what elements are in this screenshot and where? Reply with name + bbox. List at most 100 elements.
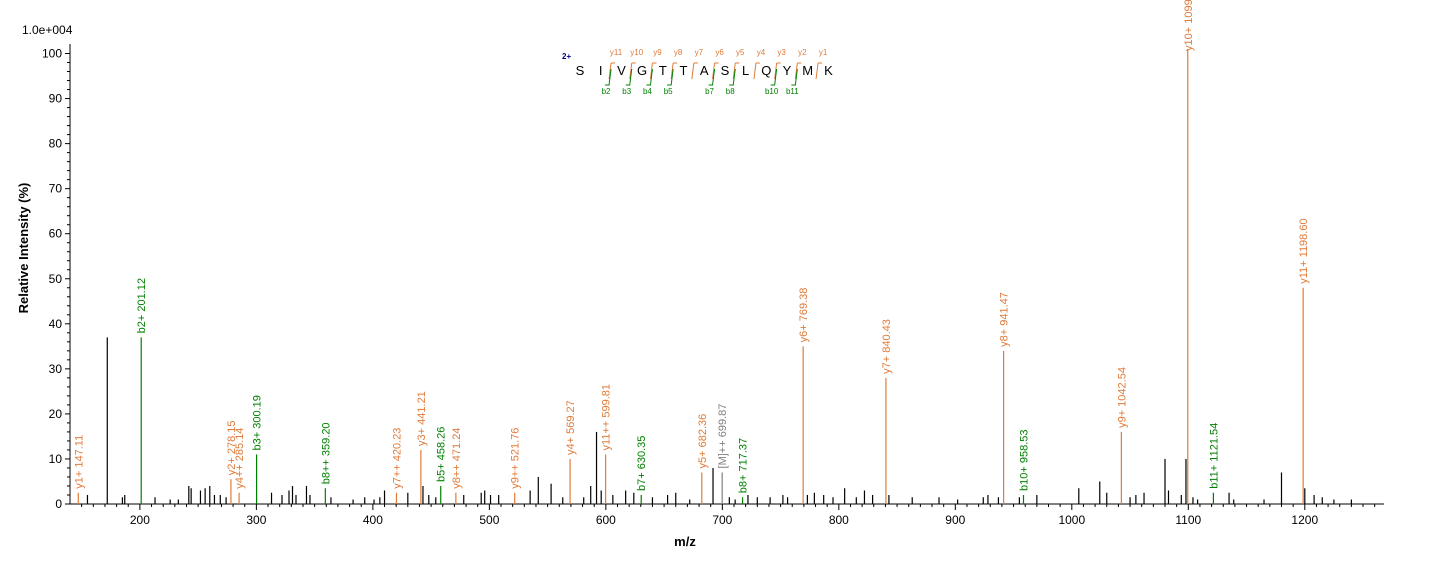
y-ion-label: y5 — [736, 48, 745, 57]
peak-label: b7+ 630.35 — [636, 436, 648, 491]
sequence-residue: Q — [761, 63, 771, 78]
peak-label: b11+ 1121.54 — [1208, 423, 1220, 489]
y-ion-label: y11 — [610, 48, 623, 57]
sequence-residue: T — [680, 63, 688, 78]
b-ion-label: b3 — [622, 87, 631, 96]
y-ion-label: y1 — [819, 48, 828, 57]
peak-label: y11++ 599.81 — [601, 384, 613, 450]
x-tick-label: 600 — [596, 513, 616, 527]
x-tick-label: 700 — [712, 513, 732, 527]
peak-label: y6+ 769.38 — [798, 288, 810, 343]
b-ion-label: b11 — [786, 87, 799, 96]
y-tick-label: 90 — [49, 92, 63, 106]
peak-label: y4++ 285.14 — [234, 428, 246, 489]
x-tick-label: 1200 — [1291, 513, 1318, 527]
peak-label: y8++ 471.24 — [451, 428, 463, 489]
b-ion-bracket — [646, 68, 653, 86]
peak-label: y5+ 682.36 — [697, 414, 709, 469]
x-tick-label: 400 — [363, 513, 383, 527]
peak-label: b8++ 359.20 — [320, 422, 332, 484]
spectrum-peaks — [77, 49, 1352, 504]
peak-label: b2+ 201.12 — [136, 278, 148, 333]
y-ion-label: y6 — [715, 48, 724, 57]
b-ion-bracket — [729, 68, 736, 86]
y-tick-label: 60 — [49, 227, 63, 241]
y-ion-bracket — [732, 62, 740, 80]
y-tick-label: 40 — [49, 317, 63, 331]
sequence-residue: M — [802, 63, 813, 78]
sequence-residue: S — [576, 63, 585, 78]
y-ion-bracket — [670, 62, 678, 80]
y-ion-label: y8 — [674, 48, 683, 57]
y-ion-label: y2 — [798, 48, 807, 57]
b-ion-label: b5 — [664, 87, 673, 96]
peak-label: b5+ 458.26 — [436, 427, 448, 482]
peak-label: b10+ 958.53 — [1019, 430, 1031, 491]
y-ion-bracket — [712, 62, 719, 80]
y-tick-label: 80 — [49, 137, 63, 151]
b-ion-bracket — [605, 68, 612, 86]
y-ion-bracket — [649, 62, 657, 80]
x-tick-label: 300 — [246, 513, 266, 527]
x-tick-label: 1100 — [1175, 513, 1201, 527]
x-tick-label: 800 — [829, 513, 849, 527]
peak-label: y4+ 569.27 — [565, 400, 577, 455]
axis-ticks: 0 10 20 30 40 50 60 70 80 90 100 200 300 400 500 600 700… — [42, 47, 1376, 527]
sequence-residue: A — [700, 63, 709, 78]
peak-label: [M]++ 699.87 — [717, 404, 729, 469]
y-tick-label: 0 — [55, 497, 62, 511]
y-ion-label: y7 — [695, 48, 704, 57]
b-ion-label: b4 — [643, 87, 652, 96]
peak-label: y11+ 1198.60 — [1298, 218, 1310, 283]
y-ion-label: y4 — [757, 48, 766, 57]
b-ion-bracket — [625, 68, 633, 86]
sequence-residue: S — [721, 63, 730, 78]
y-ion-bracket — [629, 62, 636, 80]
peak-label: y2+ 278.15 — [226, 420, 238, 475]
y-ion-label: y3 — [777, 48, 786, 57]
y-ion-label: y9 — [653, 48, 662, 57]
charge-state-label: 2+ — [562, 52, 571, 61]
y-ion-bracket — [753, 62, 760, 80]
b-ion-label: b8 — [726, 87, 735, 96]
x-tick-label: 900 — [945, 513, 965, 527]
peak-label: y1+ 147.11 — [73, 435, 85, 489]
b-ion-label: b2 — [602, 87, 611, 96]
sequence-residue: V — [617, 63, 626, 78]
peak-label: y7++ 420.23 — [391, 428, 403, 489]
sequence-residue: K — [824, 63, 833, 78]
b-ion-label: b10 — [765, 87, 779, 96]
x-axis-title: m/z — [674, 534, 696, 549]
sequence-residue: G — [637, 63, 647, 78]
peak-label: y10+ 1099.54 — [1183, 0, 1195, 51]
b-ion-bracket — [667, 68, 674, 86]
sequence-residue: L — [742, 63, 749, 78]
y-tick-label: 70 — [49, 182, 63, 196]
sequence-residue: T — [659, 63, 667, 78]
x-tick-label: 1000 — [1058, 513, 1085, 527]
peak-label: y9++ 521.76 — [510, 428, 522, 489]
peak-label: y8+ 941.47 — [999, 292, 1011, 347]
y-ion-bracket — [774, 62, 781, 80]
peak-label: b3+ 300.19 — [252, 395, 264, 450]
peak-label: y3+ 441.21 — [416, 391, 428, 446]
intensity-scale-label: 1.0e+004 — [22, 23, 73, 37]
b-ion-label: b7 — [705, 87, 714, 96]
sequence-residue: Y — [783, 63, 792, 78]
y-ion-bracket — [794, 62, 802, 80]
y-ion-bracket — [691, 62, 698, 80]
y-ion-bracket — [815, 62, 823, 80]
y-tick-label: 20 — [49, 407, 63, 421]
y-axis-title: Relative Intensity (%) — [16, 183, 31, 314]
peak-label: y9+ 1042.54 — [1116, 367, 1128, 428]
peak-label: b8+ 717.37 — [738, 438, 750, 493]
x-tick-label: 500 — [479, 513, 499, 527]
sequence-residue: I — [599, 63, 603, 78]
peak-label: y7+ 840.43 — [881, 319, 893, 374]
y-ion-bracket — [608, 62, 616, 80]
y-tick-label: 30 — [49, 362, 63, 376]
b-ion-bracket — [791, 68, 798, 86]
